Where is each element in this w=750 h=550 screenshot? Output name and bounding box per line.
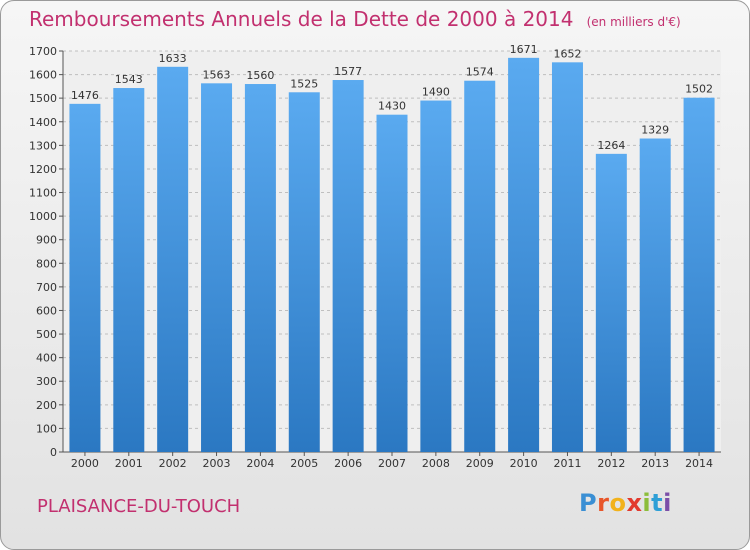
y-tick-label: 100 (36, 422, 57, 435)
data-label: 1652 (553, 47, 581, 60)
y-tick-label: 600 (36, 304, 57, 317)
x-tick-label: 2005 (290, 457, 318, 470)
y-tick-label: 200 (36, 399, 57, 412)
x-tick-label: 2006 (334, 457, 362, 470)
y-tick-label: 0 (50, 446, 57, 459)
data-label: 1476 (71, 89, 99, 102)
proxiti-logo: Proxiti (579, 489, 672, 517)
bar (113, 88, 145, 452)
bar (157, 66, 189, 453)
data-label: 1329 (641, 124, 669, 137)
x-tick-label: 2013 (641, 457, 669, 470)
bar (551, 62, 583, 452)
y-tick-label: 1600 (29, 69, 57, 82)
bar (332, 80, 364, 453)
x-tick-label: 2001 (115, 457, 143, 470)
data-label: 1543 (115, 73, 143, 86)
x-tick-label: 2012 (597, 457, 625, 470)
x-tick-label: 2002 (159, 457, 187, 470)
data-label: 1502 (685, 83, 713, 96)
y-tick-label: 1200 (29, 163, 57, 176)
x-tick-label: 2014 (685, 457, 713, 470)
data-label: 1490 (422, 86, 450, 99)
y-tick-label: 800 (36, 257, 57, 270)
x-tick-label: 2008 (422, 457, 450, 470)
bar (420, 100, 452, 453)
title-row: Remboursements Annuels de la Dette de 20… (29, 7, 681, 31)
x-tick-label: 2003 (203, 457, 231, 470)
logo-letter: P (579, 489, 598, 517)
x-tick-label: 2011 (553, 457, 581, 470)
logo-letter: i (642, 489, 652, 517)
bar (464, 80, 496, 452)
y-tick-label: 1400 (29, 116, 57, 129)
data-label: 1525 (290, 77, 318, 90)
y-tick-label: 700 (36, 281, 57, 294)
logo-letter: i (663, 489, 672, 517)
data-label: 1577 (334, 65, 362, 78)
data-label: 1671 (510, 43, 538, 56)
logo-letter: o (609, 489, 627, 517)
data-label: 1560 (246, 69, 274, 82)
y-tick-label: 400 (36, 352, 57, 365)
y-tick-label: 300 (36, 375, 57, 388)
y-tick-label: 1300 (29, 139, 57, 152)
y-tick-label: 1500 (29, 92, 57, 105)
y-tick-label: 1000 (29, 210, 57, 223)
logo-letter: r (597, 489, 610, 517)
x-tick-label: 2010 (510, 457, 538, 470)
bar (288, 92, 320, 452)
bar (376, 114, 408, 452)
bar (508, 57, 540, 453)
chart-title: Remboursements Annuels de la Dette de 20… (29, 7, 574, 31)
y-tick-label: 900 (36, 234, 57, 247)
x-tick-label: 2007 (378, 457, 406, 470)
logo-letter: x (626, 489, 643, 517)
bar (201, 83, 233, 452)
chart-subtitle: (en milliers d'€) (586, 15, 681, 29)
bar (595, 153, 627, 452)
bar (639, 138, 671, 452)
y-tick-label: 1100 (29, 187, 57, 200)
logo-letter: t (651, 489, 664, 517)
commune-name: PLAISANCE-DU-TOUCH (37, 496, 241, 517)
bar (683, 97, 715, 452)
bar (244, 84, 276, 452)
y-tick-label: 500 (36, 328, 57, 341)
data-label: 1574 (466, 66, 494, 79)
data-label: 1633 (159, 52, 187, 65)
x-tick-label: 2004 (246, 457, 274, 470)
data-label: 1264 (597, 139, 625, 152)
y-tick-label: 1700 (29, 45, 57, 58)
data-label: 1563 (203, 68, 231, 81)
data-label: 1430 (378, 100, 406, 113)
x-tick-label: 2000 (71, 457, 99, 470)
bar (69, 103, 101, 452)
x-tick-label: 2009 (466, 457, 494, 470)
